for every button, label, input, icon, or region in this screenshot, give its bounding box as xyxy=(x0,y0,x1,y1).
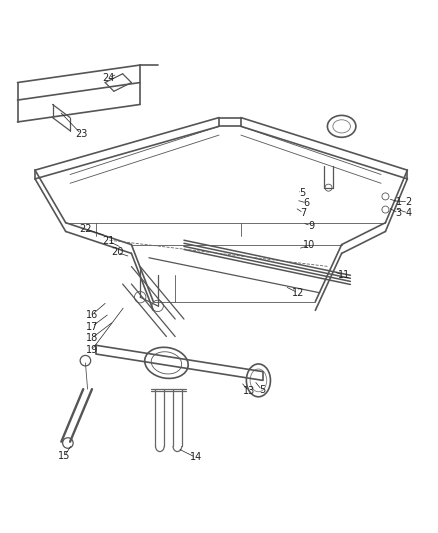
Text: 11: 11 xyxy=(338,270,350,280)
Text: 12: 12 xyxy=(292,288,304,298)
Text: 5: 5 xyxy=(299,188,305,198)
Text: 15: 15 xyxy=(58,451,71,461)
Text: 14: 14 xyxy=(190,453,202,463)
Text: 13: 13 xyxy=(243,386,255,397)
Text: 16: 16 xyxy=(86,310,98,320)
Text: 7: 7 xyxy=(300,208,307,218)
Text: 24: 24 xyxy=(102,73,115,83)
Text: 22: 22 xyxy=(79,224,92,234)
Text: 23: 23 xyxy=(75,129,87,139)
Text: 21: 21 xyxy=(102,236,115,246)
Text: 20: 20 xyxy=(111,247,124,257)
Text: 1: 1 xyxy=(396,197,402,207)
Text: 10: 10 xyxy=(303,240,315,251)
Text: 19: 19 xyxy=(86,345,98,355)
Text: 2: 2 xyxy=(405,197,411,207)
Text: 5: 5 xyxy=(259,385,265,395)
Text: 4: 4 xyxy=(405,208,411,218)
Text: 6: 6 xyxy=(304,198,310,208)
Text: 3: 3 xyxy=(396,208,402,218)
Text: 17: 17 xyxy=(86,321,98,332)
Text: 18: 18 xyxy=(86,333,98,343)
Text: 9: 9 xyxy=(308,221,314,231)
